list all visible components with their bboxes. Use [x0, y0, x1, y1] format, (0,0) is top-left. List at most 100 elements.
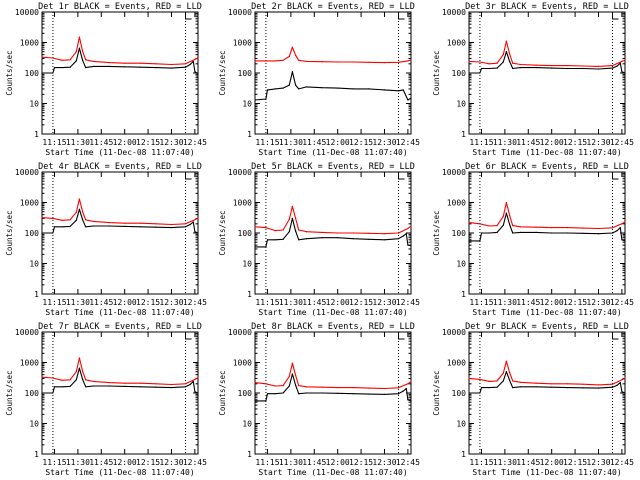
y-tick-label: 10 [29, 420, 39, 429]
data-point-lld [582, 65, 584, 67]
data-point-events [61, 386, 63, 388]
data-point-lld [254, 226, 256, 228]
data-point-lld [611, 383, 614, 385]
data-point-events [194, 391, 196, 393]
data-point-events [288, 231, 290, 233]
x-tick-label: 12:15 [563, 298, 587, 307]
data-point-events [502, 61, 504, 63]
x-tick-label: 12:30 [372, 138, 396, 147]
data-point-events [479, 240, 481, 242]
data-point-lld [407, 227, 409, 230]
chart-title: Det 4r BLACK = Events, RED = LLD [38, 162, 202, 172]
data-point-events [41, 232, 43, 234]
data-point-lld [288, 55, 290, 58]
data-point-lld [468, 222, 470, 224]
data-point-events [192, 221, 194, 223]
data-point-events [611, 67, 614, 69]
data-point-events [41, 72, 43, 74]
data-point-lld [108, 222, 110, 224]
data-point-lld [69, 379, 71, 381]
marker-bracket [612, 332, 619, 340]
y-tick-label: 10 [29, 260, 39, 269]
y-tick-label: 10 [242, 420, 252, 429]
data-point-events [124, 385, 126, 387]
data-point-events [192, 380, 194, 382]
data-point-lld [282, 385, 284, 387]
x-axis-label: Start Time (11-Dec-08 11:07:40) [472, 308, 621, 317]
data-point-lld [78, 357, 80, 359]
x-tick-label: 12:45 [610, 458, 634, 467]
chart-panel-3: Det 3r BLACK = Events, RED = LLD 1 10 100 10… [432, 2, 634, 157]
series-line-events [42, 367, 199, 394]
x-tick-label: 11:15 [42, 458, 66, 467]
data-point-lld [551, 227, 553, 229]
chart-title: Det 8r BLACK = Events, RED = LLD [251, 322, 415, 332]
data-point-lld [197, 377, 199, 379]
data-point-events [480, 67, 483, 70]
x-axis-label: Start Time (11-Dec-08 11:07:40) [472, 148, 621, 157]
data-point-lld [505, 360, 507, 362]
data-point-lld [321, 61, 323, 63]
data-point-lld [274, 60, 276, 62]
data-point-events [194, 71, 196, 73]
data-point-events [597, 387, 600, 389]
x-tick-label: 12:00 [540, 458, 564, 467]
marker-bracket [398, 172, 405, 180]
data-point-lld [566, 65, 568, 67]
data-point-events [502, 224, 504, 226]
data-point-lld [155, 223, 157, 225]
data-point-events [505, 51, 507, 53]
data-point-events [92, 225, 95, 227]
data-point-events [566, 387, 568, 389]
chart-title: Det 7r BLACK = Events, RED = LLD [38, 322, 202, 332]
chart-panel-7: Det 7r BLACK = Events, RED = LLD 1 10 100 10… [5, 322, 207, 477]
chart-panel-6: Det 6r BLACK = Events, RED = LLD 1 10 100 10… [432, 162, 634, 317]
data-point-lld [321, 231, 323, 233]
data-point-lld [383, 387, 386, 390]
data-point-lld [488, 225, 490, 227]
data-point-lld [337, 232, 339, 234]
data-point-events [405, 387, 407, 390]
marker-bracket [612, 172, 619, 180]
y-tick-label: 10000 [228, 328, 252, 337]
data-point-lld [496, 380, 498, 382]
data-point-lld [505, 40, 507, 42]
chart-panel-9: Det 9r BLACK = Events, RED = LLD 1 10 100 10… [432, 322, 634, 477]
x-tick-label: 11:30 [66, 138, 90, 147]
data-point-events [480, 387, 483, 389]
data-point-lld [75, 371, 77, 373]
marker-bracket [398, 12, 405, 20]
data-point-events [383, 239, 386, 241]
data-point-lld [282, 59, 284, 61]
data-point-lld [519, 381, 522, 383]
x-tick-label: 12:30 [159, 138, 183, 147]
data-point-events [108, 385, 110, 387]
x-tick-label: 11:45 [302, 138, 326, 147]
x-axis-label: Start Time (11-Dec-08 11:07:40) [45, 148, 194, 157]
y-axis-label: Counts/sec [218, 210, 227, 255]
data-point-events [488, 67, 490, 70]
data-point-events [52, 392, 54, 394]
data-point-events [479, 72, 481, 74]
data-point-lld [295, 374, 297, 376]
data-point-events [124, 66, 126, 68]
data-point-lld [170, 383, 173, 386]
series-line-events [469, 371, 626, 394]
x-tick-label: 11:30 [279, 298, 303, 307]
series-line-events [469, 51, 626, 74]
data-point-lld [502, 54, 504, 56]
chart-title: Det 1r BLACK = Events, RED = LLD [38, 2, 202, 12]
data-point-lld [611, 227, 614, 229]
data-point-lld [397, 387, 400, 389]
x-tick-label: 11:45 [89, 298, 113, 307]
data-point-lld [124, 222, 126, 224]
data-point-lld [274, 230, 276, 232]
data-point-lld [582, 227, 584, 229]
data-point-events [282, 87, 284, 89]
data-point-events [368, 393, 370, 395]
x-tick-label: 12:00 [326, 298, 350, 307]
data-point-lld [479, 61, 481, 63]
data-point-events [92, 385, 95, 387]
y-axis-label: Counts/sec [432, 50, 441, 95]
series-line-events [42, 208, 199, 234]
